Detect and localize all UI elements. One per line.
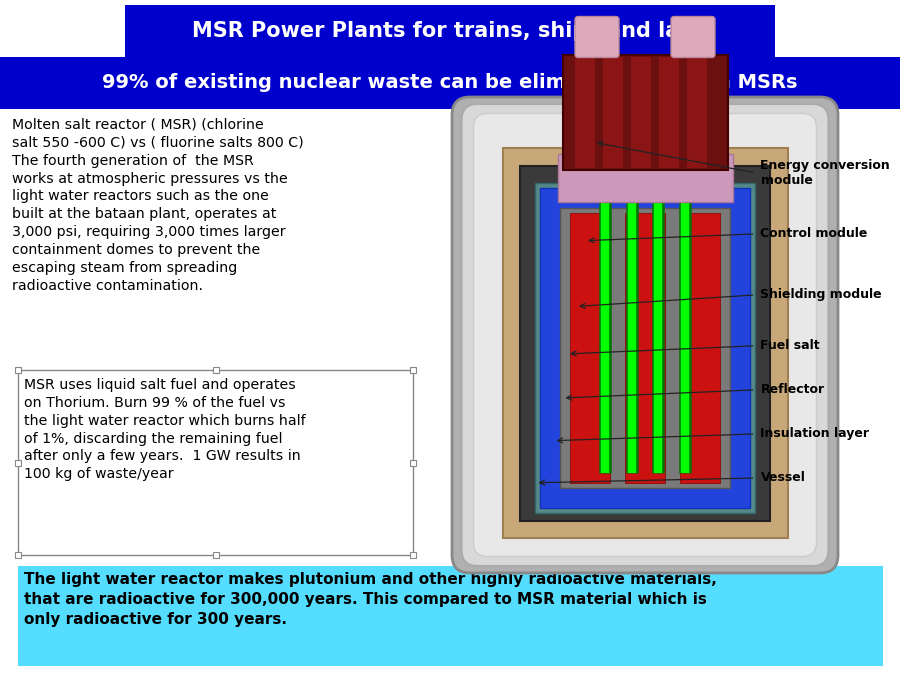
Bar	[540, 188, 750, 508]
Bar	[15, 460, 21, 466]
Bar	[680, 213, 720, 483]
Bar	[18, 566, 883, 666]
Bar	[625, 213, 665, 483]
Text: Fuel salt: Fuel salt	[760, 339, 820, 353]
Text: Insulation layer: Insulation layer	[760, 427, 869, 441]
Text: Reflector: Reflector	[760, 383, 824, 397]
Bar	[631, 57, 651, 168]
Text: MSR uses liquid salt fuel and operates
on Thorium. Burn 99 % of the fuel vs
the : MSR uses liquid salt fuel and operates o…	[24, 378, 306, 481]
Bar	[15, 552, 21, 558]
Bar	[212, 367, 219, 373]
Bar	[125, 5, 775, 57]
Bar	[520, 165, 770, 521]
FancyBboxPatch shape	[473, 113, 816, 557]
FancyBboxPatch shape	[575, 16, 619, 58]
Bar	[659, 57, 680, 168]
Text: The light water reactor makes plutonium and other highly radioactive materials,
: The light water reactor makes plutonium …	[24, 572, 717, 626]
Bar	[410, 460, 416, 466]
Text: Molten salt reactor ( MSR) (chlorine
salt 550 -600 C) vs ( fluorine salts 800 C): Molten salt reactor ( MSR) (chlorine sal…	[12, 118, 303, 293]
Text: Vessel: Vessel	[760, 471, 806, 485]
FancyBboxPatch shape	[452, 97, 838, 573]
Bar	[688, 57, 707, 168]
Bar	[502, 148, 788, 538]
Bar	[410, 552, 416, 558]
Bar	[15, 367, 21, 373]
Text: 99% of existing nuclear waste can be eliminated through MSRs: 99% of existing nuclear waste can be eli…	[103, 73, 797, 92]
Bar	[603, 57, 623, 168]
Bar	[212, 552, 219, 558]
Bar	[562, 55, 727, 170]
Bar	[560, 208, 730, 488]
Bar	[410, 367, 416, 373]
Text: Shielding module: Shielding module	[760, 288, 882, 302]
Bar	[18, 370, 413, 555]
Bar	[535, 183, 755, 513]
Text: MSR Power Plants for trains, ships and land: MSR Power Plants for trains, ships and l…	[192, 21, 708, 41]
Bar	[570, 213, 610, 483]
Bar	[557, 153, 733, 201]
FancyBboxPatch shape	[462, 104, 829, 566]
Text: Energy conversion
module: Energy conversion module	[760, 159, 890, 187]
Text: Control module: Control module	[760, 227, 868, 241]
Bar	[0, 57, 900, 109]
Bar	[574, 57, 595, 168]
FancyBboxPatch shape	[671, 16, 715, 58]
